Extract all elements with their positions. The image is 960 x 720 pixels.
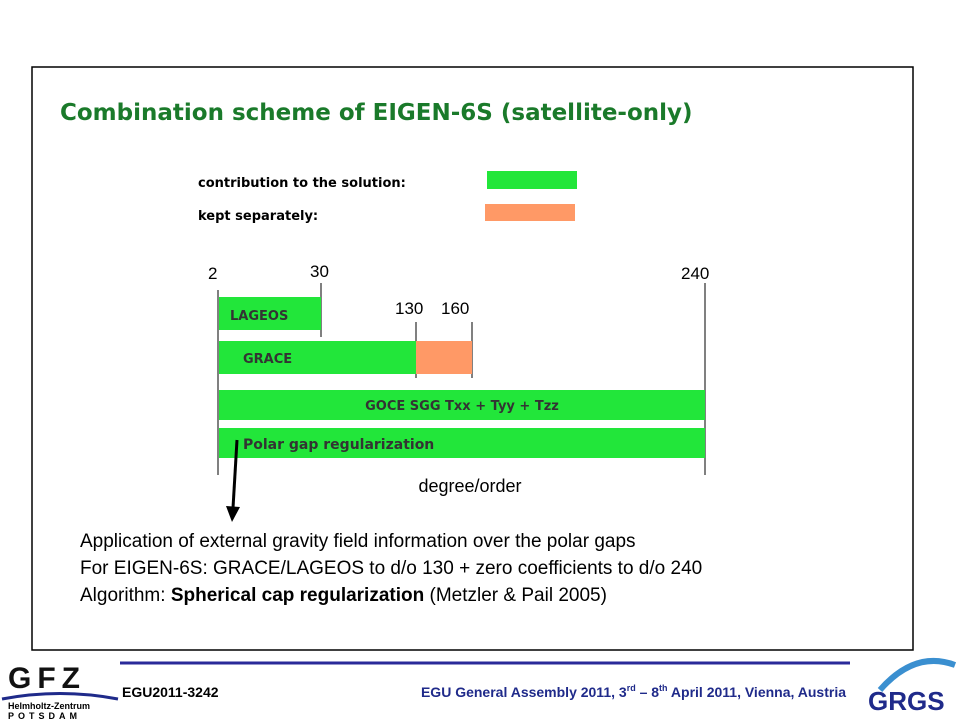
legend-label: contribution to the solution: (198, 176, 406, 191)
bar-label: LAGEOS (230, 309, 288, 324)
degree-label: 160 (441, 299, 469, 318)
gfz-sub: POTSDAM (8, 711, 81, 720)
footer-part: th (659, 683, 668, 693)
footer-part: – 8 (636, 684, 660, 700)
legend-swatch (485, 204, 575, 221)
bar (416, 341, 472, 374)
degree-label: 130 (395, 299, 423, 318)
legend-swatch (487, 171, 577, 189)
footer-id: EGU2011-3242 (122, 684, 219, 700)
grgs-swoosh (877, 657, 957, 692)
degree-label: 240 (681, 264, 709, 283)
title: Combination scheme of EIGEN-6S (satellit… (60, 100, 693, 126)
footer-part: rd (627, 683, 636, 693)
bar-label: GRACE (243, 352, 292, 367)
footer-part: April 2011, Vienna, Austria (668, 684, 847, 700)
axis-label: degree/order (418, 476, 521, 496)
logo-arc (1, 692, 119, 701)
note-part: Algorithm: (80, 585, 171, 606)
note-part: Spherical cap regularization (171, 585, 424, 606)
arrow (231, 439, 239, 509)
note-part: (Metzler & Pail 2005) (424, 585, 607, 606)
grgs-logo: GRGS (868, 686, 945, 716)
legend-label: kept separately: (198, 209, 318, 224)
bar (219, 341, 416, 374)
footer-event: EGU General Assembly 2011, 3rd – 8th Apr… (421, 683, 846, 700)
note: Application of external gravity field in… (80, 531, 636, 552)
degree-label: 30 (310, 262, 329, 281)
note: Algorithm: Spherical cap regularization … (80, 585, 607, 606)
degree-label: 2 (208, 264, 217, 283)
bar (219, 428, 705, 458)
bar (219, 297, 321, 330)
bar-label: Polar gap regularization (243, 437, 434, 453)
bar-label: GOCE SGG Txx + Tyy + Tzz (365, 399, 559, 414)
frame (31, 66, 914, 651)
arrow-head (226, 506, 240, 522)
degree-labels: 2 30 130 160 240 (208, 262, 709, 318)
bar (219, 390, 705, 420)
gfz-sub: Helmholtz-Zentrum (8, 701, 90, 711)
note: For EIGEN-6S: GRACE/LAGEOS to d/o 130 + … (80, 558, 702, 579)
footer-part: EGU General Assembly 2011, 3 (421, 684, 627, 700)
gfz-logo: GFZ (8, 662, 86, 695)
